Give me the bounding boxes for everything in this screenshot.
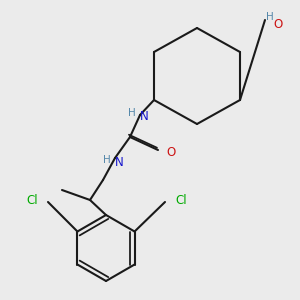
Text: O: O [166,146,175,158]
Text: H: H [266,12,274,22]
Text: N: N [140,110,148,124]
Text: N: N [115,155,123,169]
Text: Cl: Cl [26,194,38,206]
Text: H: H [128,108,136,118]
Text: Cl: Cl [175,194,187,206]
Text: O: O [273,17,283,31]
Text: H: H [103,155,111,165]
